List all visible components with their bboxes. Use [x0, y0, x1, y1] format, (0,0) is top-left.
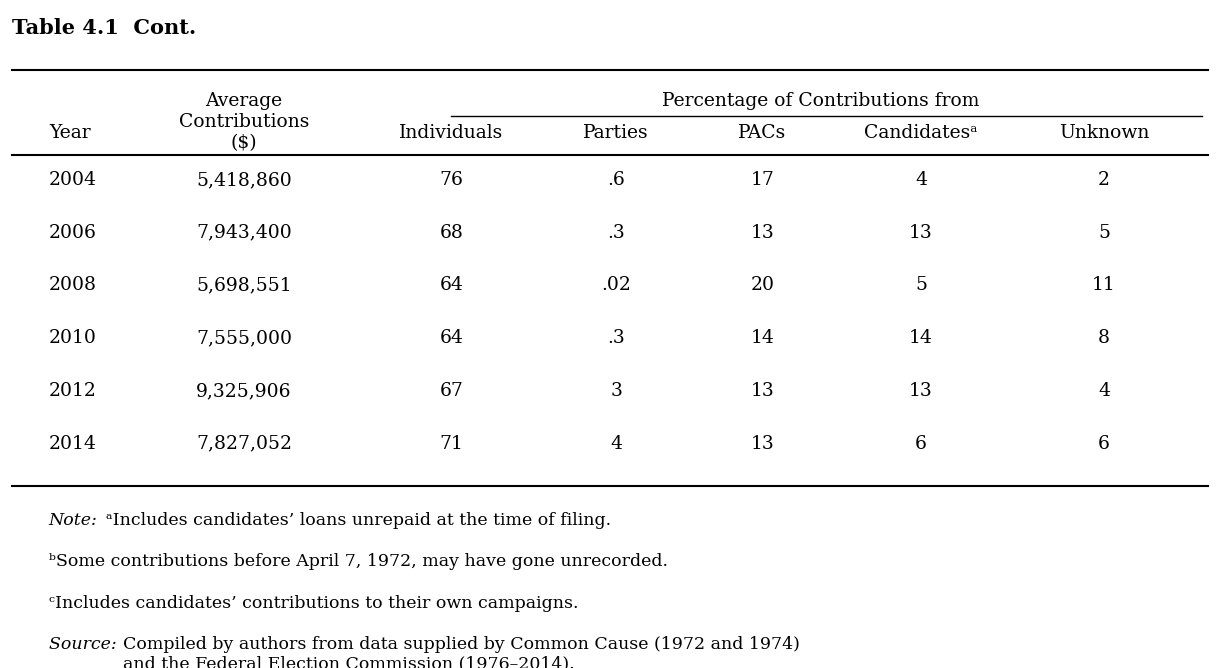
Text: Note:: Note:	[49, 512, 104, 529]
Text: Compiled by authors from data supplied by Common Cause (1972 and 1974)
and the F: Compiled by authors from data supplied b…	[123, 636, 800, 668]
Text: 2012: 2012	[49, 382, 96, 400]
Text: Year: Year	[49, 124, 90, 142]
Text: 67: 67	[439, 382, 464, 400]
Text: 6: 6	[1098, 435, 1110, 453]
Text: 14: 14	[909, 329, 933, 347]
Text: 5: 5	[1098, 224, 1110, 242]
Text: 13: 13	[750, 435, 775, 453]
Text: ᶜIncludes candidates’ contributions to their own campaigns.: ᶜIncludes candidates’ contributions to t…	[49, 595, 578, 612]
Text: 4: 4	[1098, 382, 1110, 400]
Text: 7,943,400: 7,943,400	[196, 224, 292, 242]
Text: 3: 3	[610, 382, 622, 400]
Text: 2008: 2008	[49, 277, 96, 295]
Text: 11: 11	[1092, 277, 1116, 295]
Text: 4: 4	[915, 171, 927, 189]
Text: 7,555,000: 7,555,000	[196, 329, 292, 347]
Text: Source:: Source:	[49, 636, 122, 653]
Text: 6: 6	[915, 435, 927, 453]
Text: Average
Contributions
($): Average Contributions ($)	[179, 92, 309, 152]
Text: 5,418,860: 5,418,860	[196, 171, 292, 189]
Text: 7,827,052: 7,827,052	[196, 435, 292, 453]
Text: 13: 13	[909, 382, 933, 400]
Text: 20: 20	[750, 277, 775, 295]
Text: 4: 4	[610, 435, 622, 453]
Text: 68: 68	[439, 224, 464, 242]
Text: 9,325,906: 9,325,906	[196, 382, 292, 400]
Text: 2014: 2014	[49, 435, 96, 453]
Text: .6: .6	[608, 171, 625, 189]
Text: 71: 71	[439, 435, 464, 453]
Text: Table 4.1  Cont.: Table 4.1 Cont.	[12, 18, 196, 38]
Text: 2006: 2006	[49, 224, 96, 242]
Text: Parties: Parties	[583, 124, 649, 142]
Text: ᵇSome contributions before April 7, 1972, may have gone unrecorded.: ᵇSome contributions before April 7, 1972…	[49, 554, 667, 570]
Text: 2: 2	[1098, 171, 1110, 189]
Text: 64: 64	[439, 277, 464, 295]
Text: 17: 17	[750, 171, 775, 189]
Text: Candidatesᵃ: Candidatesᵃ	[864, 124, 978, 142]
Text: Individuals: Individuals	[399, 124, 504, 142]
Text: 13: 13	[750, 382, 775, 400]
Text: PACs: PACs	[738, 124, 787, 142]
Text: .02: .02	[601, 277, 631, 295]
Text: 76: 76	[439, 171, 464, 189]
Text: 2010: 2010	[49, 329, 96, 347]
Text: ᵃIncludes candidates’ loans unrepaid at the time of filing.: ᵃIncludes candidates’ loans unrepaid at …	[106, 512, 611, 529]
Text: 14: 14	[750, 329, 775, 347]
Text: 5,698,551: 5,698,551	[196, 277, 292, 295]
Text: .3: .3	[608, 224, 625, 242]
Text: 5: 5	[915, 277, 927, 295]
Text: 13: 13	[909, 224, 933, 242]
Text: .3: .3	[608, 329, 625, 347]
Text: 8: 8	[1098, 329, 1110, 347]
Text: 2004: 2004	[49, 171, 96, 189]
Text: Unknown: Unknown	[1059, 124, 1149, 142]
Text: 13: 13	[750, 224, 775, 242]
Text: Percentage of Contributions from: Percentage of Contributions from	[661, 92, 980, 110]
Text: 64: 64	[439, 329, 464, 347]
